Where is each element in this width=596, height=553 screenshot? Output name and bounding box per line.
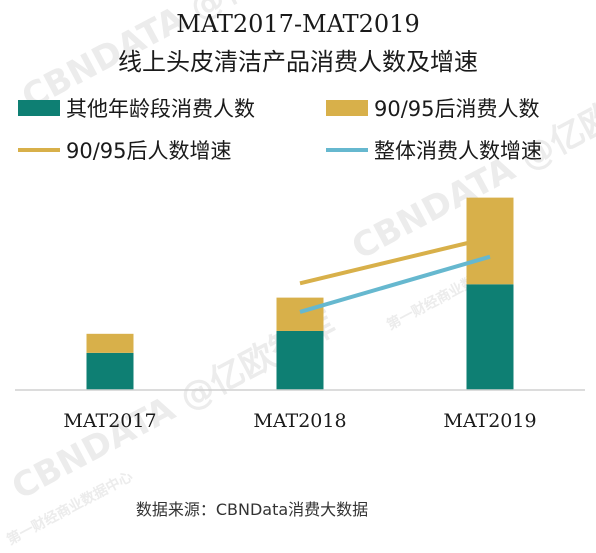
bar-mat2018-series-2	[276, 297, 324, 331]
x-tick-mat2019: MAT2019	[443, 410, 536, 432]
x-tick-mat2018: MAT2018	[253, 410, 346, 432]
bars-layer	[86, 197, 514, 390]
data-source-note: 数据来源：CBNData消费大数据	[136, 500, 368, 519]
legend-label-3: 90/95后人数增速	[66, 139, 232, 163]
legend-label-1: 其他年龄段消费人数	[66, 97, 255, 121]
x-tick-labels: MAT2017 MAT2018 MAT2019	[63, 410, 536, 432]
line-series-2	[299, 254, 491, 314]
bar-mat2017-series-2	[86, 333, 134, 353]
bar-mat2018-series-1	[276, 330, 324, 390]
legend-swatch-2	[326, 100, 368, 116]
legend-label-4: 整体消费人数增速	[374, 139, 542, 163]
legend-swatch-1	[18, 100, 60, 116]
line-series-1	[299, 235, 491, 286]
bar-mat2017-series-1	[86, 352, 134, 390]
bar-mat2019-series-1	[466, 284, 514, 390]
chart-title: MAT2017-MAT2019	[176, 10, 419, 38]
legend: 其他年龄段消费人数 90/95后消费人数 90/95后人数增速 整体消费人数增速	[18, 97, 542, 163]
chart-subtitle: 线上头皮清洁产品消费人数及增速	[118, 48, 478, 76]
x-tick-mat2017: MAT2017	[63, 410, 156, 432]
lines-layer	[299, 235, 491, 314]
legend-label-2: 90/95后消费人数	[374, 97, 540, 121]
